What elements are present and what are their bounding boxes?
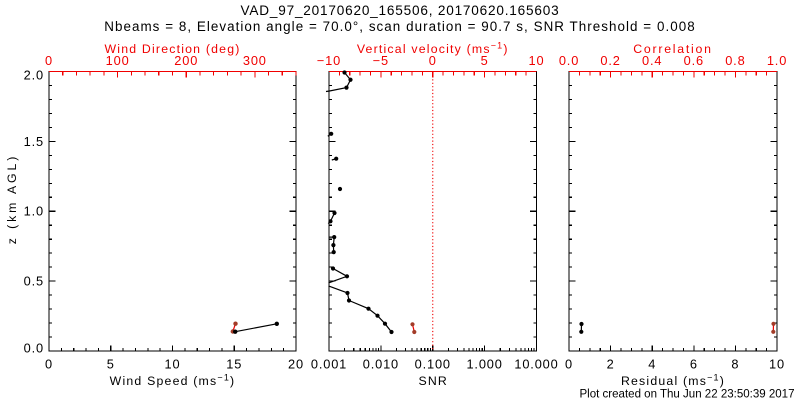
svg-text:Nbeams = 8, Elevation angle =: Nbeams = 8, Elevation angle = 70.0°, sca… xyxy=(104,19,695,34)
svg-text:100: 100 xyxy=(106,53,130,68)
svg-text:0: 0 xyxy=(565,357,573,372)
svg-text:0.100: 0.100 xyxy=(415,357,451,372)
svg-text:0.001: 0.001 xyxy=(311,357,347,372)
svg-text:10: 10 xyxy=(165,357,181,372)
svg-text:0.5: 0.5 xyxy=(24,274,44,289)
svg-text:10: 10 xyxy=(769,357,785,372)
svg-text:10: 10 xyxy=(529,53,545,68)
svg-text:0: 0 xyxy=(429,53,437,68)
svg-text:5: 5 xyxy=(107,357,115,372)
svg-text:Residual (ms−1): Residual (ms−1) xyxy=(621,372,725,388)
svg-text:0: 0 xyxy=(45,53,53,68)
svg-text:20: 20 xyxy=(288,357,304,372)
svg-text:0.0: 0.0 xyxy=(24,340,44,355)
svg-text:6: 6 xyxy=(690,357,698,372)
svg-text:0.6: 0.6 xyxy=(684,53,704,68)
svg-text:0: 0 xyxy=(45,357,53,372)
svg-text:0.4: 0.4 xyxy=(642,53,662,68)
svg-text:Wind Speed (ms−1): Wind Speed (ms−1) xyxy=(110,372,236,388)
svg-text:0.010: 0.010 xyxy=(363,357,399,372)
svg-text:4: 4 xyxy=(648,357,656,372)
svg-text:SNR: SNR xyxy=(418,374,448,388)
svg-text:−10: −10 xyxy=(317,53,341,68)
svg-text:1.0: 1.0 xyxy=(767,53,787,68)
svg-text:z (km AGL): z (km AGL) xyxy=(5,154,19,245)
svg-text:200: 200 xyxy=(174,53,198,68)
svg-text:VAD_97_20170620_165506, 201706: VAD_97_20170620_165506, 20170620.165603 xyxy=(241,3,560,18)
svg-text:15: 15 xyxy=(226,357,242,372)
svg-text:2: 2 xyxy=(607,357,615,372)
svg-text:1.5: 1.5 xyxy=(24,134,44,149)
svg-text:Vertical velocity (ms−1): Vertical velocity (ms−1) xyxy=(357,41,509,57)
svg-text:0.0: 0.0 xyxy=(559,53,579,68)
svg-text:1.0: 1.0 xyxy=(24,204,44,219)
svg-text:5: 5 xyxy=(481,53,489,68)
svg-text:0.8: 0.8 xyxy=(725,53,745,68)
svg-text:0.2: 0.2 xyxy=(600,53,620,68)
svg-text:1.000: 1.000 xyxy=(466,357,502,372)
svg-text:−5: −5 xyxy=(373,53,389,68)
svg-text:Correlation: Correlation xyxy=(633,42,712,56)
svg-text:300: 300 xyxy=(243,53,267,68)
svg-text:Plot created on Thu Jun 22 23:: Plot created on Thu Jun 22 23:50:39 2017 xyxy=(580,387,795,400)
svg-text:10.000: 10.000 xyxy=(514,357,558,372)
svg-text:2.0: 2.0 xyxy=(24,68,44,83)
svg-text:8: 8 xyxy=(731,357,739,372)
svg-text:Wind Direction (deg): Wind Direction (deg) xyxy=(104,42,240,56)
